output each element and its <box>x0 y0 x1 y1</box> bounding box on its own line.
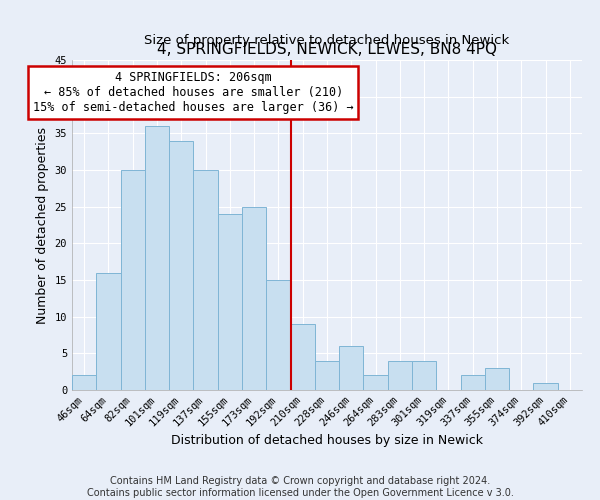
Bar <box>461 376 485 390</box>
Title: 4, SPRINGFIELDS, NEWICK, LEWES, BN8 4PQ: 4, SPRINGFIELDS, NEWICK, LEWES, BN8 4PQ <box>157 42 497 58</box>
Bar <box>266 280 290 390</box>
Bar <box>121 170 145 390</box>
Bar <box>72 376 96 390</box>
Bar <box>412 360 436 390</box>
Bar <box>242 206 266 390</box>
Bar <box>388 360 412 390</box>
Text: Size of property relative to detached houses in Newick: Size of property relative to detached ho… <box>145 34 509 47</box>
Text: Contains HM Land Registry data © Crown copyright and database right 2024.
Contai: Contains HM Land Registry data © Crown c… <box>86 476 514 498</box>
X-axis label: Distribution of detached houses by size in Newick: Distribution of detached houses by size … <box>171 434 483 447</box>
Bar <box>169 140 193 390</box>
Bar <box>96 272 121 390</box>
Bar <box>533 382 558 390</box>
Bar <box>145 126 169 390</box>
Bar <box>485 368 509 390</box>
Text: 4 SPRINGFIELDS: 206sqm
← 85% of detached houses are smaller (210)
15% of semi-de: 4 SPRINGFIELDS: 206sqm ← 85% of detached… <box>33 71 354 114</box>
Bar <box>193 170 218 390</box>
Bar <box>315 360 339 390</box>
Bar <box>218 214 242 390</box>
Y-axis label: Number of detached properties: Number of detached properties <box>36 126 49 324</box>
Bar <box>364 376 388 390</box>
Bar <box>339 346 364 390</box>
Bar <box>290 324 315 390</box>
